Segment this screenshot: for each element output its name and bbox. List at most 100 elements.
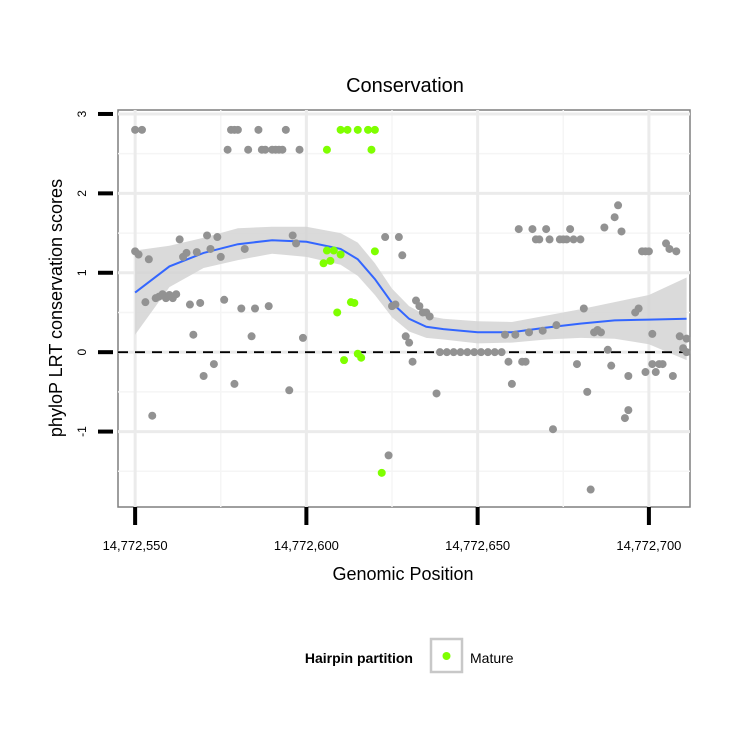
data-point-other <box>665 244 674 253</box>
data-point-other <box>449 348 458 357</box>
data-point-other <box>477 348 486 357</box>
data-point-other <box>230 379 239 388</box>
data-point-other <box>607 361 616 370</box>
data-point-other <box>617 227 626 236</box>
data-point-mature <box>336 250 345 259</box>
data-point-other <box>610 213 619 222</box>
data-point-other <box>398 251 407 260</box>
data-point-other <box>281 125 290 134</box>
x-axis-label: Genomic Position <box>332 564 473 584</box>
y-tick-label: 0 <box>75 349 89 356</box>
data-point-other <box>497 348 506 357</box>
data-point-other <box>144 255 153 264</box>
data-point-other <box>408 357 417 366</box>
data-point-other <box>620 414 629 423</box>
data-point-other <box>511 330 520 339</box>
data-point-other <box>521 357 530 366</box>
data-point-other <box>682 348 691 357</box>
data-point-other <box>134 250 143 259</box>
data-point-mature <box>353 125 362 134</box>
data-point-mature <box>336 125 345 134</box>
data-point-mature <box>370 247 379 256</box>
data-point-other <box>596 328 605 337</box>
data-point-other <box>501 330 510 339</box>
x-tick-label: 14,772,550 <box>103 538 168 553</box>
data-point-other <box>586 485 595 494</box>
data-point-other <box>278 145 287 154</box>
data-point-other <box>295 145 304 154</box>
data-point-other <box>233 125 242 134</box>
legend-label-mature: Mature <box>470 650 514 666</box>
data-point-other <box>384 451 393 460</box>
data-point-other <box>209 360 218 369</box>
data-point-other <box>442 348 451 357</box>
data-point-other <box>240 244 249 253</box>
data-point-other <box>624 406 633 415</box>
data-point-other <box>244 145 253 154</box>
legend-key-mature-icon <box>442 652 451 660</box>
data-point-other <box>220 295 229 304</box>
data-point-other <box>552 321 561 330</box>
data-point-other <box>548 425 557 434</box>
data-point-other <box>463 348 472 357</box>
data-point-mature <box>370 125 379 134</box>
data-point-other <box>405 338 414 347</box>
data-point-mature <box>322 145 331 154</box>
data-point-other <box>415 302 424 311</box>
data-point-other <box>528 225 537 234</box>
data-point-mature <box>333 308 342 317</box>
plot-panel <box>117 109 691 508</box>
data-point-other <box>651 368 660 377</box>
data-point-mature <box>357 353 366 362</box>
data-point-mature <box>322 246 331 255</box>
data-point-other <box>203 231 212 240</box>
data-point-other <box>668 371 677 380</box>
data-point-other <box>185 300 194 309</box>
points-other <box>131 125 691 494</box>
data-point-other <box>182 248 191 257</box>
data-point-other <box>298 333 307 342</box>
data-point-other <box>624 371 633 380</box>
data-point-other <box>504 357 513 366</box>
data-point-other <box>483 348 492 357</box>
data-point-other <box>394 233 403 242</box>
data-point-other <box>572 360 581 369</box>
y-axis-label: phyloP LRT conservation scores <box>46 179 66 437</box>
data-point-other <box>137 125 146 134</box>
data-point-other <box>514 225 523 234</box>
data-point-other <box>641 368 650 377</box>
data-point-other <box>614 201 623 210</box>
data-point-other <box>648 329 657 338</box>
y-tick-label: 2 <box>75 190 89 197</box>
data-point-other <box>600 223 609 232</box>
x-axis: 14,772,550 14,772,600 14,772,650 14,772,700 <box>103 507 681 553</box>
x-tick-label: 14,772,600 <box>274 538 339 553</box>
data-point-mature <box>343 125 352 134</box>
data-point-other <box>569 235 578 244</box>
data-point-other <box>435 348 444 357</box>
data-point-other <box>672 247 681 256</box>
data-point-other <box>658 360 667 369</box>
data-point-other <box>675 332 684 341</box>
data-point-other <box>264 302 273 311</box>
data-point-other <box>648 360 657 369</box>
points-mature <box>319 125 386 477</box>
legend-title: Hairpin partition <box>305 650 413 666</box>
data-point-other <box>261 145 270 154</box>
data-point-other <box>566 225 575 234</box>
smooth-fit-line <box>134 239 687 334</box>
data-point-other <box>432 389 441 398</box>
x-tick-label: 14,772,700 <box>616 538 681 553</box>
data-point-other <box>247 332 256 341</box>
data-point-other <box>579 304 588 313</box>
data-point-other <box>391 300 400 309</box>
data-point-other <box>644 247 653 256</box>
data-point-other <box>562 235 571 244</box>
data-point-other <box>525 328 534 337</box>
data-point-other <box>148 411 157 420</box>
data-point-other <box>192 248 201 257</box>
data-point-other <box>237 304 246 313</box>
data-point-other <box>603 345 612 354</box>
data-point-other <box>292 239 301 248</box>
data-point-other <box>131 125 140 134</box>
